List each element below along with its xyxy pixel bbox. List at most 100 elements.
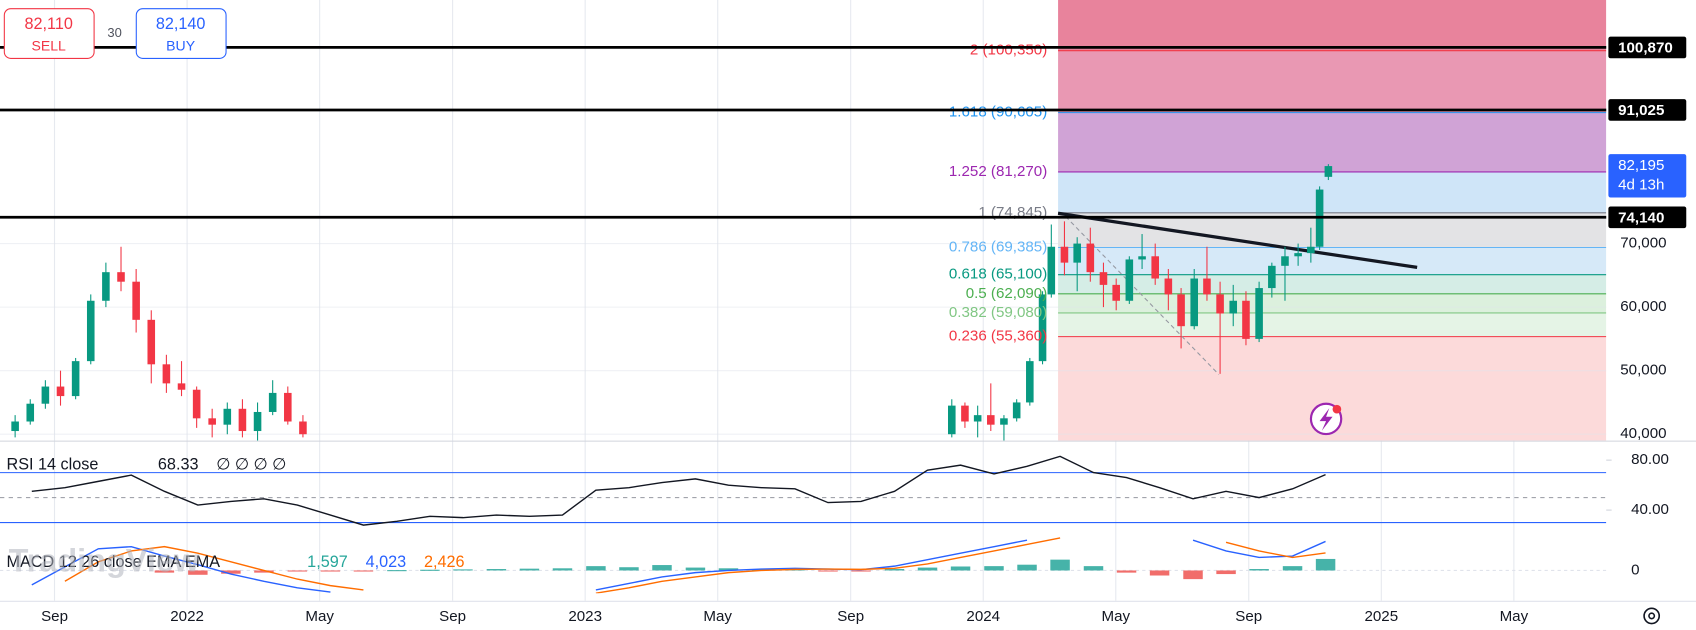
macd-histogram-bar — [188, 570, 208, 575]
macd-histogram-bar — [1249, 569, 1269, 571]
candle-body — [192, 389, 201, 419]
pane-title: RSI 14 close — [6, 456, 98, 474]
fib-zone — [1058, 171, 1607, 213]
candle-body — [1125, 259, 1134, 301]
candle-body — [1229, 300, 1238, 314]
macd-histogram-bar — [851, 570, 871, 572]
candle-body — [1047, 246, 1056, 295]
fib-zone — [1058, 247, 1607, 275]
macd-histogram-bar — [1083, 566, 1104, 571]
x-tick-label: Sep — [41, 608, 68, 625]
last-price-label: 82,195 — [1618, 157, 1664, 174]
candle-body — [1203, 278, 1211, 295]
settings-icon[interactable] — [1643, 607, 1661, 625]
y-tick-label: 80.00 — [1631, 451, 1669, 468]
candle-body — [299, 421, 307, 435]
candle-body — [1112, 284, 1120, 301]
sell-label[interactable]: SELL — [31, 37, 66, 53]
macd-histogram-bar — [917, 567, 938, 571]
macd-histogram-bar — [320, 570, 341, 572]
candle-body — [162, 364, 171, 384]
fib-level-label: 0.786 (69,385) — [949, 238, 1047, 255]
legend-value: 68.33 — [158, 456, 199, 474]
macd-histogram-bar — [453, 569, 473, 571]
candle-body — [1216, 294, 1224, 314]
macd-histogram-bar — [818, 570, 838, 572]
fib-level-label: 0.618 (65,100) — [949, 266, 1047, 283]
fib-level-label: 1.618 (90,605) — [949, 104, 1047, 121]
y-tick-label: 50,000 — [1620, 362, 1666, 379]
macd-histogram-bar — [685, 567, 706, 571]
candle-body — [238, 408, 247, 432]
candle-body — [208, 418, 216, 425]
x-tick-label: May — [305, 608, 334, 625]
sell-button[interactable] — [3, 8, 95, 59]
candle-body — [1086, 243, 1095, 273]
x-tick-label: May — [1102, 608, 1131, 625]
macd-histogram-bar — [1116, 570, 1137, 573]
macd-histogram-bar — [353, 570, 374, 572]
y-tick-label: 60,000 — [1620, 298, 1666, 315]
rsi-line — [31, 455, 1326, 526]
x-tick-label: May — [703, 608, 732, 625]
candle-body — [223, 408, 232, 425]
candle-body — [1294, 253, 1302, 257]
buy-price[interactable]: 82,140 — [156, 15, 206, 33]
candle-body — [1038, 294, 1047, 362]
macd-histogram-bar — [1315, 558, 1336, 571]
macd-histogram-bar — [950, 566, 971, 571]
sell-price[interactable]: 82,110 — [24, 15, 72, 33]
buy-label[interactable]: BUY — [166, 37, 196, 53]
candle-body — [86, 300, 95, 362]
candle-body — [268, 392, 277, 412]
macd-line — [64, 537, 1326, 594]
macd-histogram-bar — [287, 570, 308, 572]
x-tick-label: 2023 — [568, 608, 602, 625]
macd-histogram-bar — [619, 567, 639, 571]
candle-body — [253, 411, 262, 432]
candle-body — [11, 421, 19, 432]
macd-histogram-bar — [254, 570, 274, 573]
fib-zone — [1058, 293, 1607, 313]
macd-histogram-bar — [519, 568, 540, 571]
candle-body — [132, 281, 140, 320]
trend-line — [1057, 211, 1418, 270]
candle-body — [948, 405, 956, 435]
macd-histogram-bar — [1216, 570, 1236, 575]
fib-level-label: 0.382 (59,080) — [949, 304, 1047, 321]
macd-histogram-bar — [1017, 564, 1037, 571]
y-tick-label: 40,000 — [1620, 425, 1666, 442]
price-line-label: 74,140 — [1618, 209, 1664, 226]
price-pane — [0, 0, 1607, 441]
candle-body — [177, 383, 186, 390]
legend-value: ∅ ∅ ∅ ∅ — [216, 456, 286, 474]
candle-body — [1190, 278, 1199, 327]
candle-body — [987, 415, 995, 425]
macd-histogram-bar — [221, 570, 241, 574]
candle-body — [1255, 288, 1263, 339]
macd-histogram-bar — [1183, 570, 1203, 580]
macd-histogram-bar — [718, 568, 739, 571]
legend-value: 4,023 — [366, 553, 407, 571]
last-price-tag — [1608, 154, 1687, 198]
candle-body — [147, 319, 156, 365]
x-tick-label: Sep — [837, 608, 864, 625]
watermark: TradingView — [9, 542, 200, 578]
buy-button[interactable] — [135, 8, 227, 59]
macd-histogram-bar — [586, 566, 606, 571]
candle-body — [71, 361, 80, 397]
fib-level-label: 0.5 (62,090) — [966, 285, 1048, 302]
macd-histogram-bar — [387, 570, 407, 572]
macd-histogram-bar — [984, 566, 1004, 571]
price-line-tag — [1608, 206, 1687, 229]
fib-level-label: 2 (100,350) — [970, 42, 1047, 59]
macd-histogram-bar — [652, 565, 672, 571]
x-tick-label: Sep — [1235, 608, 1262, 625]
candle-body — [102, 272, 110, 301]
legend-value: 2,426 — [424, 553, 465, 571]
alert-dot — [1332, 404, 1342, 414]
fib-level-label: 0.236 (55,360) — [949, 328, 1047, 345]
alert-bolt — [1319, 408, 1333, 431]
candle-body — [1060, 246, 1069, 263]
